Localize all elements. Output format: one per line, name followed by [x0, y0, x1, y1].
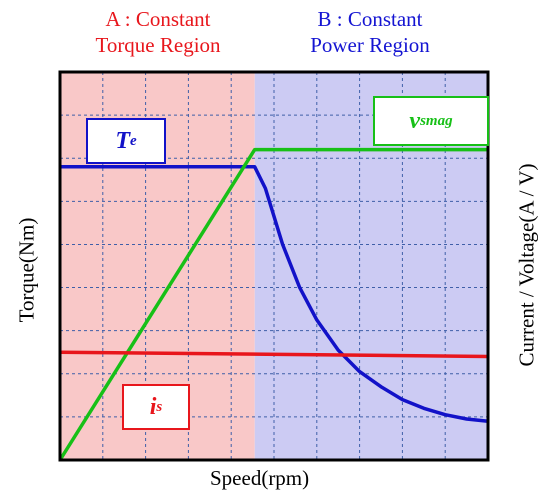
legend-te-sub: e — [130, 132, 137, 149]
y-axis-label-left: Torque(Nm) — [14, 217, 39, 323]
plot-frame — [58, 70, 490, 462]
legend-te-main: T — [115, 127, 130, 154]
series-lines — [58, 147, 489, 461]
legend-vsmag-sub: smag — [420, 112, 453, 129]
region-b-label: B : Constant Power Region — [250, 6, 490, 58]
x-axis-label: Speed(rpm) — [210, 466, 310, 490]
y-axis-label-right: Current / Voltage(A / V) — [514, 163, 539, 367]
region-a-line2: Torque Region — [95, 33, 221, 57]
series-line-vsmag — [58, 147, 488, 461]
region-a-label: A : Constant Torque Region — [58, 6, 258, 58]
region-b-line2: Power Region — [310, 33, 430, 57]
region-b-line1: B : Constant — [317, 7, 423, 31]
series-line-is — [59, 350, 489, 359]
legend-is-main: i — [149, 393, 157, 420]
legend-is-sub: s — [156, 398, 163, 415]
series-line-te — [60, 165, 489, 423]
region-a-line1: A : Constant — [105, 7, 211, 31]
legend-vsmag-main: v — [409, 107, 421, 134]
legend-vsmag: v smag — [373, 96, 489, 146]
